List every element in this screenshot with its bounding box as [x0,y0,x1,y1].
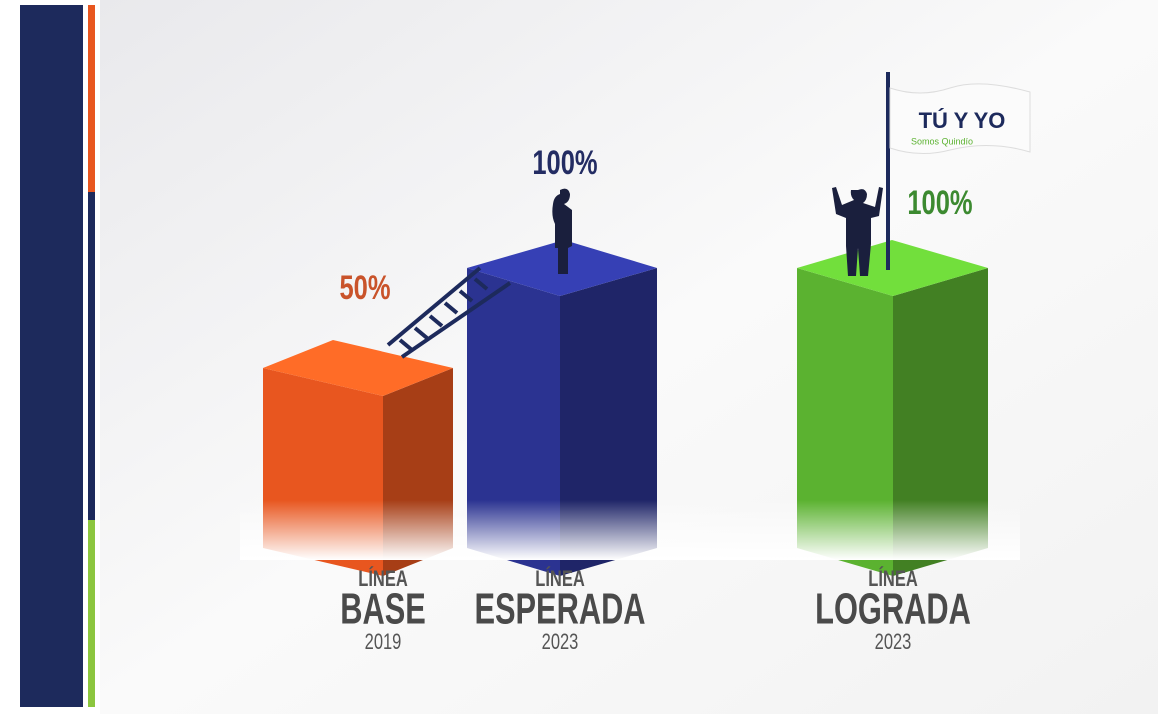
stripe-green [88,520,95,707]
bar-top [797,240,988,296]
bar-top [263,340,453,396]
category-name: LOGRADA [815,585,971,634]
category-prefix: LÍNEA [535,565,584,591]
bar-front [797,268,893,576]
person-cheering [832,187,883,276]
category-prefix: LÍNEA [868,565,917,591]
person-standing [552,188,572,274]
category-year: 2023 [875,630,912,655]
bar-side [560,268,657,576]
stripe-navy [88,192,95,520]
value-label: 100% [907,185,972,222]
category-name: ESPERADA [474,585,645,634]
bar [797,240,988,576]
reflection-fade [240,500,1020,560]
value-label: 100% [532,145,597,182]
category-year: 2023 [542,630,579,655]
category-prefix: LÍNEA [358,565,407,591]
stripe-orange [88,5,95,192]
logo-title: TÚ Y YO [919,108,1006,133]
bar [467,240,657,576]
flag [889,83,1031,154]
bar-side [893,268,988,576]
category-year: 2019 [365,630,402,655]
category-name: BASE [340,585,426,634]
value-label: 50% [339,270,390,307]
bar-front [467,268,560,576]
sidebar [20,5,83,707]
logo-subtitle: Somos Quindío [911,136,973,146]
ladder [386,266,512,359]
